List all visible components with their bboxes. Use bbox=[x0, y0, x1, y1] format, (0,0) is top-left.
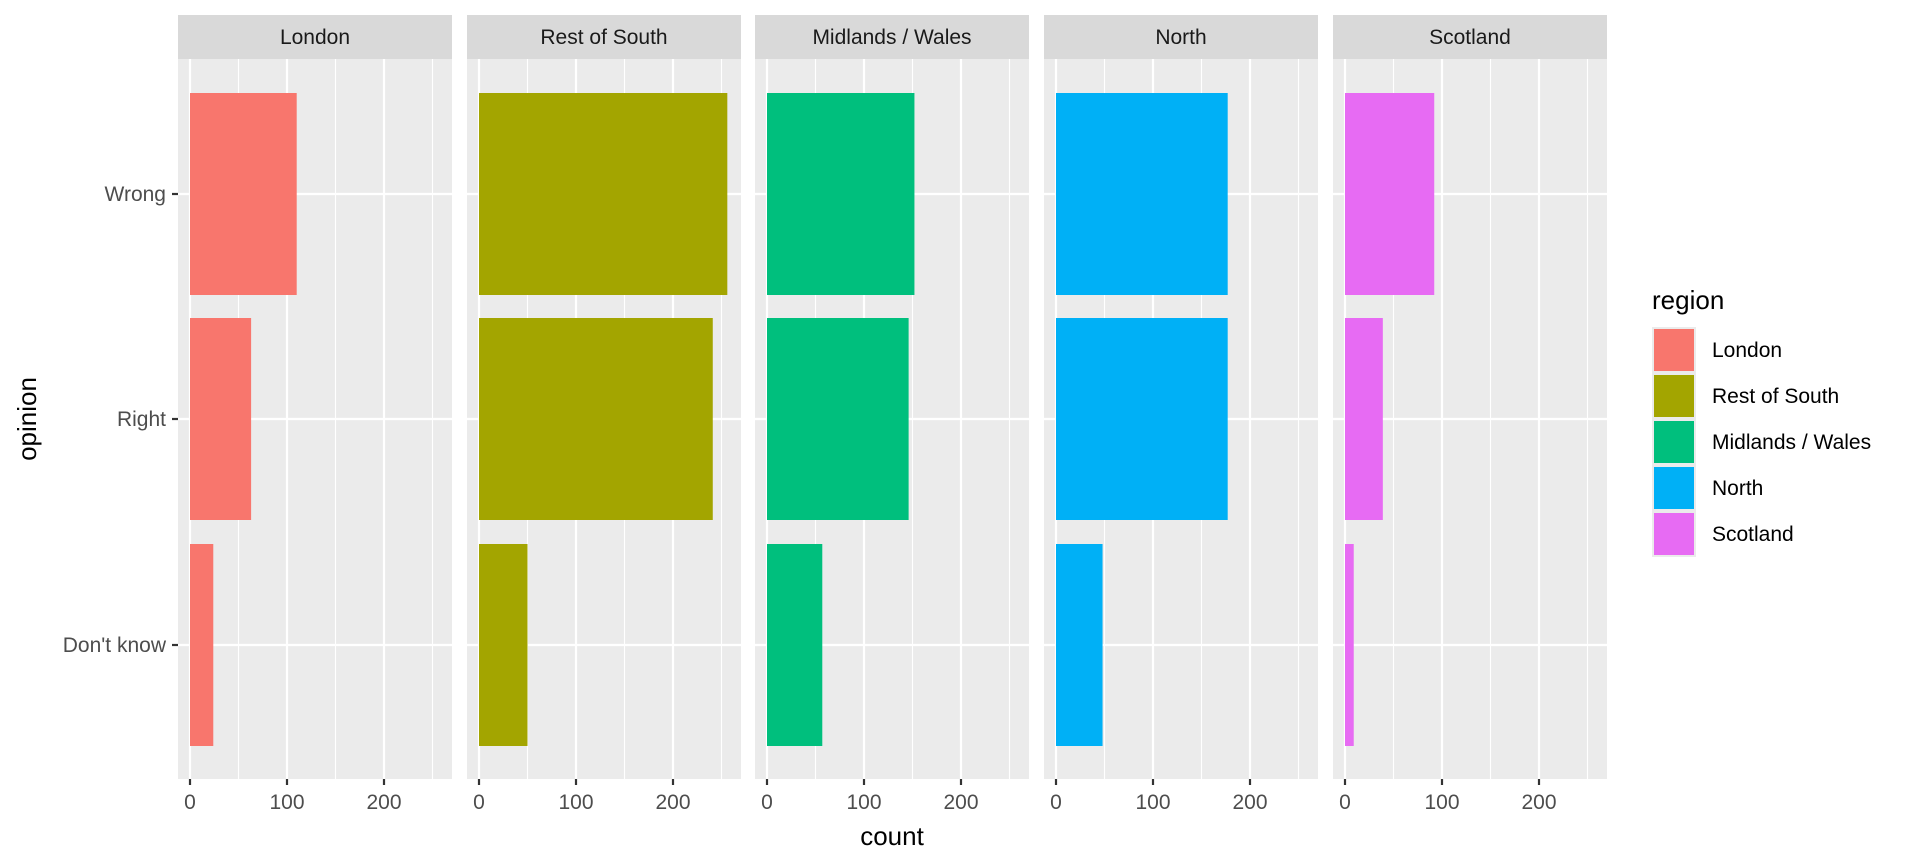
legend-swatch bbox=[1654, 467, 1694, 509]
legend-swatch bbox=[1654, 375, 1694, 417]
legend-items: London Rest of South Midlands / Wales North… bbox=[1652, 327, 1871, 557]
facet-strip: Midlands / Wales bbox=[755, 15, 1029, 59]
x-tick-label: 200 bbox=[943, 791, 978, 814]
x-tick-label: 100 bbox=[269, 791, 304, 814]
facet-panel: Scotland 0 100 200 bbox=[1333, 15, 1607, 814]
facet-strip-label: London bbox=[280, 26, 350, 49]
legend: region London Rest of South Midlands / Wal… bbox=[1652, 285, 1871, 557]
bar bbox=[190, 318, 252, 520]
legend-label: North bbox=[1712, 477, 1763, 500]
bar bbox=[1345, 93, 1435, 295]
bar bbox=[767, 93, 915, 295]
x-tick-label: 100 bbox=[558, 791, 593, 814]
y-tick-label: Wrong bbox=[105, 183, 166, 206]
bar bbox=[479, 544, 528, 746]
x-tick-label: 0 bbox=[184, 791, 196, 814]
legend-swatch bbox=[1654, 513, 1694, 555]
facet-strip-background bbox=[1044, 15, 1318, 59]
x-tick-label: 0 bbox=[1339, 791, 1351, 814]
facet-strip-label: Midlands / Wales bbox=[812, 26, 971, 49]
legend-item: London bbox=[1652, 327, 1782, 373]
x-tick-label: 100 bbox=[846, 791, 881, 814]
bar bbox=[767, 318, 909, 520]
facet-strip-background bbox=[755, 15, 1029, 59]
facet-strip: North bbox=[1044, 15, 1318, 59]
facet-strip: London bbox=[178, 15, 452, 59]
y-axis-title: opinion bbox=[12, 377, 42, 461]
x-axis-title: count bbox=[860, 821, 924, 851]
legend-item: North bbox=[1652, 465, 1763, 511]
legend-title: region bbox=[1652, 285, 1724, 315]
bar bbox=[1056, 93, 1228, 295]
legend-swatch bbox=[1654, 329, 1694, 371]
bar bbox=[479, 318, 713, 520]
facet-panel: London 0 100 200 bbox=[178, 15, 452, 814]
bar bbox=[1056, 544, 1103, 746]
legend-label: Midlands / Wales bbox=[1712, 431, 1871, 454]
bar bbox=[190, 544, 214, 746]
facet-strip-background bbox=[1333, 15, 1607, 59]
bar bbox=[190, 93, 297, 295]
bar bbox=[479, 93, 728, 295]
facet-panel: Midlands / Wales 0 100 200 bbox=[755, 15, 1029, 814]
x-tick-label: 200 bbox=[655, 791, 690, 814]
x-tick-label: 200 bbox=[366, 791, 401, 814]
facet-panel: Rest of South 0 100 200 bbox=[467, 15, 741, 814]
legend-label: Rest of South bbox=[1712, 385, 1839, 408]
legend-swatch bbox=[1654, 421, 1694, 463]
x-tick-label: 0 bbox=[473, 791, 485, 814]
legend-item: Scotland bbox=[1652, 511, 1794, 557]
x-tick-label: 0 bbox=[761, 791, 773, 814]
legend-label: London bbox=[1712, 339, 1782, 362]
bar bbox=[1345, 318, 1383, 520]
facet-strip-label: Scotland bbox=[1429, 26, 1511, 49]
facet-panel: North 0 100 200 bbox=[1044, 15, 1318, 814]
facet-strip: Scotland bbox=[1333, 15, 1607, 59]
x-tick-label: 200 bbox=[1232, 791, 1267, 814]
legend-item: Midlands / Wales bbox=[1652, 419, 1871, 465]
y-tick-label: Don't know bbox=[63, 634, 167, 657]
facet-strip: Rest of South bbox=[467, 15, 741, 59]
facet-strip-label: Rest of South bbox=[540, 26, 667, 49]
x-tick-label: 100 bbox=[1424, 791, 1459, 814]
y-axis: Wrong Right Don't know bbox=[63, 183, 178, 657]
x-tick-label: 0 bbox=[1050, 791, 1062, 814]
bar bbox=[1056, 318, 1228, 520]
facet-strip-background bbox=[178, 15, 452, 59]
x-tick-label: 200 bbox=[1521, 791, 1556, 814]
bar bbox=[767, 544, 823, 746]
legend-item: Rest of South bbox=[1652, 373, 1839, 419]
y-tick-label: Right bbox=[117, 408, 166, 431]
bar bbox=[1345, 544, 1354, 746]
legend-label: Scotland bbox=[1712, 523, 1794, 546]
facet-strip-background bbox=[467, 15, 741, 59]
x-tick-label: 100 bbox=[1135, 791, 1170, 814]
facet-strip-label: North bbox=[1155, 26, 1206, 49]
